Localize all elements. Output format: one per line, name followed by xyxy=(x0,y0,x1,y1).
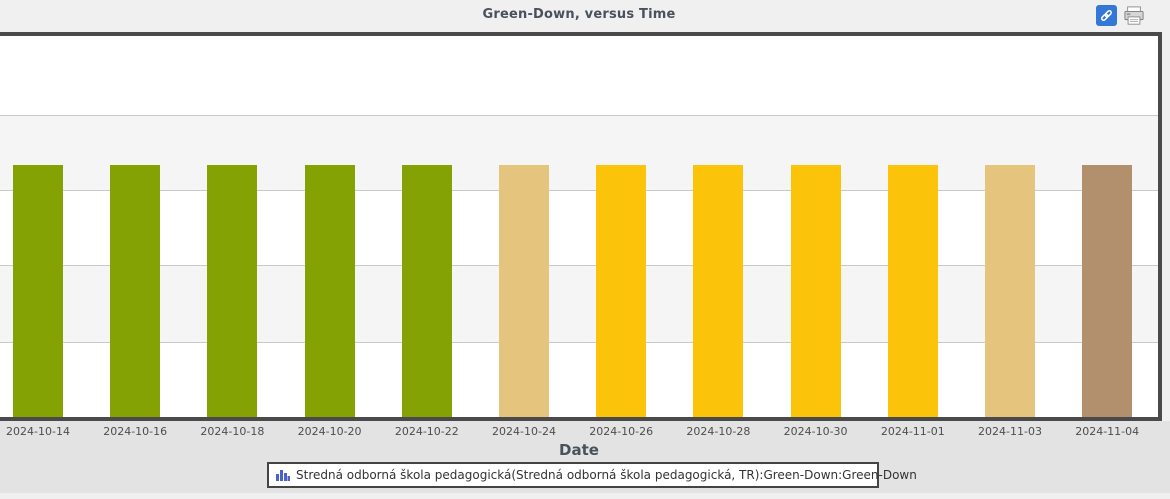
x-tick-label: 2024-11-01 xyxy=(880,425,945,438)
gridline xyxy=(0,265,1158,266)
x-tick-label: 2024-10-20 xyxy=(297,425,362,438)
gridline xyxy=(0,342,1158,343)
x-tick-label: 2024-11-04 xyxy=(1075,425,1140,438)
x-tick-label: 2024-11-03 xyxy=(978,425,1042,438)
x-tick-label: 2024-10-18 xyxy=(200,425,265,438)
bar-2024-11-04[interactable] xyxy=(1082,165,1133,417)
bar-2024-10-26[interactable] xyxy=(596,165,647,417)
bar-2024-10-28[interactable] xyxy=(693,165,744,417)
gridline xyxy=(0,190,1158,191)
printer-icon xyxy=(1123,6,1145,26)
bar-2024-10-24[interactable] xyxy=(499,165,549,417)
bar-2024-10-16[interactable] xyxy=(110,165,161,417)
chart-plot-frame xyxy=(0,32,1162,421)
plot-band xyxy=(0,115,1158,190)
x-tick-label: 2024-10-14 xyxy=(6,425,70,438)
bar-2024-10-22[interactable] xyxy=(401,165,452,417)
bar-2024-10-18[interactable] xyxy=(207,165,258,417)
x-tick-label: 2024-10-28 xyxy=(686,425,751,438)
bar-2024-11-01[interactable] xyxy=(887,165,938,417)
bar-2024-10-14[interactable] xyxy=(13,165,63,417)
bar-2024-11-03[interactable] xyxy=(985,165,1035,417)
link-icon xyxy=(1099,8,1114,23)
x-tick-label: 2024-10-30 xyxy=(783,425,848,438)
bar-chart-icon xyxy=(276,466,290,485)
legend-label[interactable]: Stredná odborná škola pedagogická(Stredn… xyxy=(296,468,917,482)
gridline xyxy=(0,115,1158,116)
chart-title: Green-Down, versus Time xyxy=(482,7,676,22)
plot-area xyxy=(0,36,1158,417)
x-tick-label: 2024-10-26 xyxy=(589,425,654,438)
x-tick-label: 2024-10-16 xyxy=(103,425,168,438)
x-tick-label: 2024-10-22 xyxy=(394,425,459,438)
print-button[interactable] xyxy=(1123,6,1145,26)
x-axis-title: Date xyxy=(559,441,599,459)
chart-header: Green-Down, versus Time xyxy=(0,0,1170,32)
x-axis-line xyxy=(0,417,1162,421)
bar-2024-10-20[interactable] xyxy=(304,165,355,417)
bar-2024-10-30[interactable] xyxy=(790,165,841,417)
link-button[interactable] xyxy=(1096,5,1117,26)
x-tick-label: 2024-10-24 xyxy=(492,425,556,438)
plot-band xyxy=(0,265,1158,342)
legend[interactable]: Stredná odborná škola pedagogická(Stredn… xyxy=(267,462,917,488)
